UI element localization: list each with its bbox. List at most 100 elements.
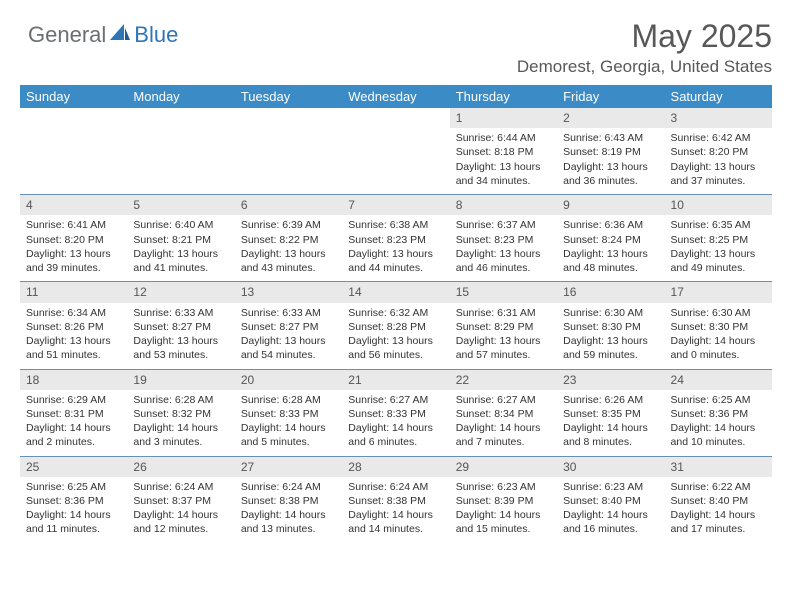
- day-number: 10: [665, 195, 772, 215]
- day-details: Sunrise: 6:33 AMSunset: 8:27 PMDaylight:…: [127, 303, 234, 369]
- calendar-day: 31Sunrise: 6:22 AMSunset: 8:40 PMDayligh…: [665, 456, 772, 543]
- calendar-day: 29Sunrise: 6:23 AMSunset: 8:39 PMDayligh…: [450, 456, 557, 543]
- day-number: 31: [665, 457, 772, 477]
- day-number: 15: [450, 282, 557, 302]
- day-number: 18: [20, 370, 127, 390]
- calendar-day: 27Sunrise: 6:24 AMSunset: 8:38 PMDayligh…: [235, 456, 342, 543]
- calendar-day: 26Sunrise: 6:24 AMSunset: 8:37 PMDayligh…: [127, 456, 234, 543]
- day-details: Sunrise: 6:22 AMSunset: 8:40 PMDaylight:…: [665, 477, 772, 543]
- calendar-day: 4Sunrise: 6:41 AMSunset: 8:20 PMDaylight…: [20, 195, 127, 282]
- calendar-day: 6Sunrise: 6:39 AMSunset: 8:22 PMDaylight…: [235, 195, 342, 282]
- brand-part1: General: [28, 22, 106, 48]
- calendar-day: 20Sunrise: 6:28 AMSunset: 8:33 PMDayligh…: [235, 369, 342, 456]
- day-number: 16: [557, 282, 664, 302]
- day-number: 7: [342, 195, 449, 215]
- day-details: Sunrise: 6:41 AMSunset: 8:20 PMDaylight:…: [20, 215, 127, 281]
- calendar-day: 18Sunrise: 6:29 AMSunset: 8:31 PMDayligh…: [20, 369, 127, 456]
- title-block: May 2025 Demorest, Georgia, United State…: [517, 18, 772, 77]
- day-number: 25: [20, 457, 127, 477]
- day-details: Sunrise: 6:39 AMSunset: 8:22 PMDaylight:…: [235, 215, 342, 281]
- calendar-day: 14Sunrise: 6:32 AMSunset: 8:28 PMDayligh…: [342, 282, 449, 369]
- dayname-saturday: Saturday: [665, 85, 772, 108]
- day-number: 2: [557, 108, 664, 128]
- calendar-day: 11Sunrise: 6:34 AMSunset: 8:26 PMDayligh…: [20, 282, 127, 369]
- day-details: Sunrise: 6:34 AMSunset: 8:26 PMDaylight:…: [20, 303, 127, 369]
- brand-logo: General Blue: [20, 18, 178, 48]
- day-number: 20: [235, 370, 342, 390]
- day-details: Sunrise: 6:40 AMSunset: 8:21 PMDaylight:…: [127, 215, 234, 281]
- day-number: 17: [665, 282, 772, 302]
- day-number: 22: [450, 370, 557, 390]
- day-details: Sunrise: 6:42 AMSunset: 8:20 PMDaylight:…: [665, 128, 772, 194]
- day-number: 12: [127, 282, 234, 302]
- day-details: Sunrise: 6:25 AMSunset: 8:36 PMDaylight:…: [665, 390, 772, 456]
- day-details: Sunrise: 6:28 AMSunset: 8:32 PMDaylight:…: [127, 390, 234, 456]
- calendar-day: 12Sunrise: 6:33 AMSunset: 8:27 PMDayligh…: [127, 282, 234, 369]
- day-details: Sunrise: 6:35 AMSunset: 8:25 PMDaylight:…: [665, 215, 772, 281]
- day-details: Sunrise: 6:23 AMSunset: 8:39 PMDaylight:…: [450, 477, 557, 543]
- day-number: 14: [342, 282, 449, 302]
- day-number: 24: [665, 370, 772, 390]
- day-details: Sunrise: 6:43 AMSunset: 8:19 PMDaylight:…: [557, 128, 664, 194]
- day-number: 8: [450, 195, 557, 215]
- calendar-week: 4Sunrise: 6:41 AMSunset: 8:20 PMDaylight…: [20, 195, 772, 282]
- calendar-day: 23Sunrise: 6:26 AMSunset: 8:35 PMDayligh…: [557, 369, 664, 456]
- calendar-day: 19Sunrise: 6:28 AMSunset: 8:32 PMDayligh…: [127, 369, 234, 456]
- calendar-day: 16Sunrise: 6:30 AMSunset: 8:30 PMDayligh…: [557, 282, 664, 369]
- day-number: 29: [450, 457, 557, 477]
- day-details: Sunrise: 6:30 AMSunset: 8:30 PMDaylight:…: [557, 303, 664, 369]
- calendar-day: 17Sunrise: 6:30 AMSunset: 8:30 PMDayligh…: [665, 282, 772, 369]
- day-number: 6: [235, 195, 342, 215]
- calendar-week: 18Sunrise: 6:29 AMSunset: 8:31 PMDayligh…: [20, 369, 772, 456]
- brand-part2: Blue: [134, 22, 178, 48]
- day-number: 26: [127, 457, 234, 477]
- calendar-day: 8Sunrise: 6:37 AMSunset: 8:23 PMDaylight…: [450, 195, 557, 282]
- day-details: Sunrise: 6:31 AMSunset: 8:29 PMDaylight:…: [450, 303, 557, 369]
- day-number: 5: [127, 195, 234, 215]
- dayname-tuesday: Tuesday: [235, 85, 342, 108]
- day-details: Sunrise: 6:23 AMSunset: 8:40 PMDaylight:…: [557, 477, 664, 543]
- calendar-day: 30Sunrise: 6:23 AMSunset: 8:40 PMDayligh…: [557, 456, 664, 543]
- day-details: Sunrise: 6:27 AMSunset: 8:33 PMDaylight:…: [342, 390, 449, 456]
- day-details: Sunrise: 6:25 AMSunset: 8:36 PMDaylight:…: [20, 477, 127, 543]
- day-details: Sunrise: 6:29 AMSunset: 8:31 PMDaylight:…: [20, 390, 127, 456]
- day-details: Sunrise: 6:27 AMSunset: 8:34 PMDaylight:…: [450, 390, 557, 456]
- calendar-table: Sunday Monday Tuesday Wednesday Thursday…: [20, 85, 772, 543]
- calendar-day: 28Sunrise: 6:24 AMSunset: 8:38 PMDayligh…: [342, 456, 449, 543]
- sail-icon: [110, 24, 130, 47]
- calendar-day: [342, 108, 449, 195]
- day-details: Sunrise: 6:37 AMSunset: 8:23 PMDaylight:…: [450, 215, 557, 281]
- calendar-day: 3Sunrise: 6:42 AMSunset: 8:20 PMDaylight…: [665, 108, 772, 195]
- calendar-day: [235, 108, 342, 195]
- day-number: 27: [235, 457, 342, 477]
- calendar-week: 25Sunrise: 6:25 AMSunset: 8:36 PMDayligh…: [20, 456, 772, 543]
- day-number: 21: [342, 370, 449, 390]
- calendar-day: 21Sunrise: 6:27 AMSunset: 8:33 PMDayligh…: [342, 369, 449, 456]
- day-number: 19: [127, 370, 234, 390]
- day-number: 9: [557, 195, 664, 215]
- day-number: 30: [557, 457, 664, 477]
- dayname-wednesday: Wednesday: [342, 85, 449, 108]
- day-details: Sunrise: 6:24 AMSunset: 8:38 PMDaylight:…: [342, 477, 449, 543]
- calendar-body: 1Sunrise: 6:44 AMSunset: 8:18 PMDaylight…: [20, 108, 772, 543]
- location-text: Demorest, Georgia, United States: [517, 57, 772, 77]
- calendar-day: 13Sunrise: 6:33 AMSunset: 8:27 PMDayligh…: [235, 282, 342, 369]
- calendar-day: 1Sunrise: 6:44 AMSunset: 8:18 PMDaylight…: [450, 108, 557, 195]
- day-details: Sunrise: 6:36 AMSunset: 8:24 PMDaylight:…: [557, 215, 664, 281]
- calendar-day: 2Sunrise: 6:43 AMSunset: 8:19 PMDaylight…: [557, 108, 664, 195]
- day-number: 28: [342, 457, 449, 477]
- day-details: Sunrise: 6:38 AMSunset: 8:23 PMDaylight:…: [342, 215, 449, 281]
- day-details: Sunrise: 6:32 AMSunset: 8:28 PMDaylight:…: [342, 303, 449, 369]
- day-details: Sunrise: 6:24 AMSunset: 8:38 PMDaylight:…: [235, 477, 342, 543]
- calendar-day: [127, 108, 234, 195]
- header: General Blue May 2025 Demorest, Georgia,…: [20, 18, 772, 77]
- month-title: May 2025: [517, 18, 772, 55]
- day-details: Sunrise: 6:44 AMSunset: 8:18 PMDaylight:…: [450, 128, 557, 194]
- calendar-day: 25Sunrise: 6:25 AMSunset: 8:36 PMDayligh…: [20, 456, 127, 543]
- calendar-day: 24Sunrise: 6:25 AMSunset: 8:36 PMDayligh…: [665, 369, 772, 456]
- calendar-day: 5Sunrise: 6:40 AMSunset: 8:21 PMDaylight…: [127, 195, 234, 282]
- day-details: Sunrise: 6:24 AMSunset: 8:37 PMDaylight:…: [127, 477, 234, 543]
- dayname-monday: Monday: [127, 85, 234, 108]
- day-number: 13: [235, 282, 342, 302]
- day-number: 4: [20, 195, 127, 215]
